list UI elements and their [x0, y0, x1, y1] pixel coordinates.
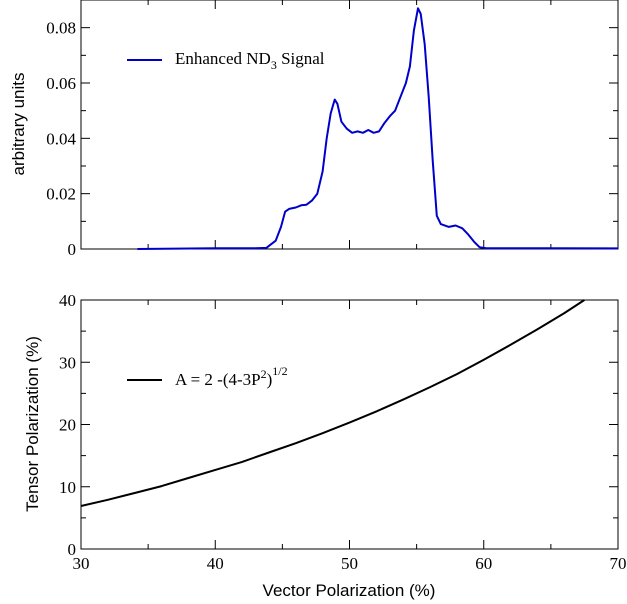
y-tick-label: 30: [59, 353, 76, 372]
bottom-plot-frame: [80, 299, 619, 550]
top-plot-frame: [80, 0, 619, 250]
y-tick-label: 0.02: [46, 185, 76, 204]
bottom-x-tick-labels: 30 40 50 60 70: [73, 554, 627, 573]
y-tick-label: 0.04: [46, 129, 76, 148]
bottom-y-ticks: [81, 330, 618, 519]
x-tick-label: 40: [207, 554, 224, 573]
bottom-y-axis-label: Tensor Polarization (%): [23, 336, 42, 512]
y-tick-label: 40: [59, 291, 76, 310]
bottom-legend-label: A = 2 -(4-3P2)1/2: [175, 364, 288, 389]
y-tick-label: 20: [59, 416, 76, 435]
top-panel: 0 0.02 0.04 0.06 0.08 arbitrary units Enhanc…: [9, 0, 619, 259]
y-tick-label: 0.06: [46, 74, 76, 93]
x-tick-label: 30: [73, 554, 90, 573]
top-x-ticks: [147, 0, 552, 249]
y-tick-label: 0: [68, 240, 77, 259]
x-tick-label: 50: [341, 554, 358, 573]
bottom-legend: A = 2 -(4-3P2)1/2: [127, 364, 288, 389]
x-tick-label: 60: [475, 554, 492, 573]
bottom-x-ticks: [147, 300, 552, 549]
top-legend: Enhanced ND3 Signal: [127, 49, 325, 72]
top-legend-label: Enhanced ND3 Signal: [175, 49, 325, 72]
series-enhanced-nd3-signal: [137, 7, 619, 250]
y-tick-label: 10: [59, 478, 76, 497]
top-y-axis-label: arbitrary units: [9, 73, 28, 176]
x-tick-label: 70: [610, 554, 627, 573]
series-tensor-polarization-curve: [80, 299, 585, 507]
bottom-x-axis-label: Vector Polarization (%): [263, 581, 436, 600]
top-y-tick-labels: 0 0.02 0.04 0.06 0.08: [46, 19, 76, 259]
bottom-panel: 30 40 50 60 70 0 10 20 30 40 Tensor Polarization…: [23, 291, 627, 600]
top-y-ticks: [81, 27, 618, 222]
y-tick-label: 0: [68, 540, 77, 559]
bottom-y-tick-labels: 0 10 20 30 40: [59, 291, 76, 559]
y-tick-label: 0.08: [46, 19, 76, 38]
